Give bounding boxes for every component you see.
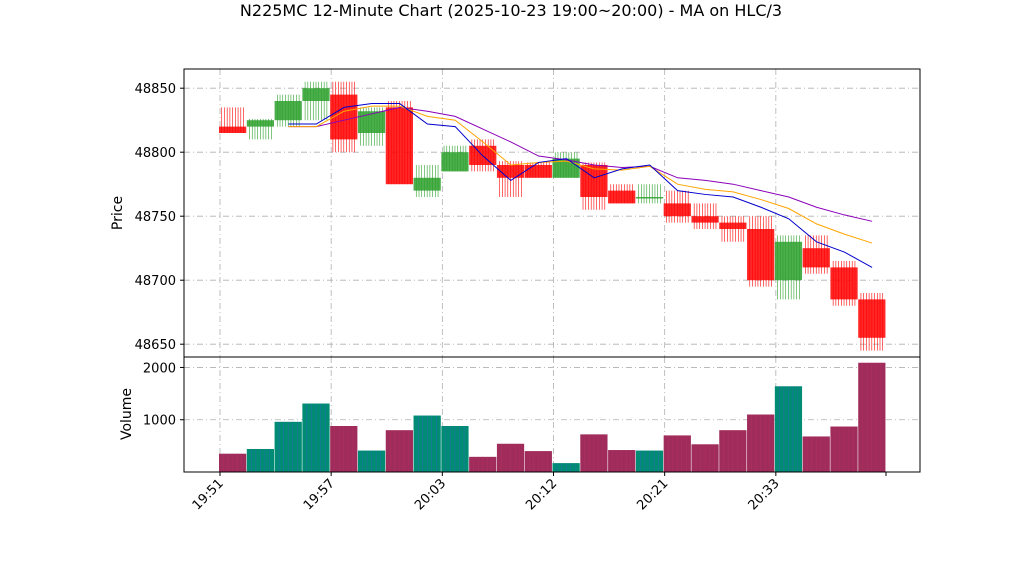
price-tick-label: 48800: [135, 146, 176, 161]
candle-body: [719, 222, 747, 229]
chart-title: N225MC 12-Minute Chart (2025-10-23 19:00…: [240, 1, 782, 20]
candle-body: [858, 299, 886, 338]
price-tick-label: 48650: [135, 338, 176, 353]
candle-body: [774, 241, 803, 281]
price-tick-label: 48850: [135, 82, 176, 97]
volume-panel-frame: [183, 356, 921, 473]
price-axis-label: Price: [110, 196, 126, 230]
candle-body: [441, 152, 469, 172]
ma-slow-line: [288, 106, 873, 222]
price-y-ticks: 48650 48700 48750 48800 48850: [135, 82, 184, 353]
candle-body: [747, 229, 775, 281]
volume-y-ticks: 1000 2000: [143, 361, 184, 429]
candle-body: [663, 203, 691, 217]
candles: [219, 81, 886, 351]
candle-body: [219, 126, 247, 133]
candle-body: [524, 165, 552, 178]
price-tick-label: 48700: [135, 274, 176, 289]
volume-axis-label: Volume: [119, 388, 135, 440]
price-tick-label: 48750: [135, 210, 176, 225]
candle-body: [580, 165, 608, 197]
x-tick-label: 19:51: [190, 476, 227, 513]
candle-body: [302, 88, 330, 101]
candle-body: [385, 107, 413, 185]
x-tick-label: 19:57: [301, 476, 338, 513]
candle-body: [413, 177, 441, 191]
candle-body: [274, 101, 302, 121]
candle-body: [330, 94, 358, 140]
candle-body: [357, 111, 386, 133]
candle-body: [608, 190, 636, 204]
candle-body: [246, 120, 275, 127]
volume-bars: [219, 362, 886, 472]
volume-tick-label: 2000: [143, 361, 176, 376]
ma-fast-line: [288, 103, 873, 268]
candle-body: [830, 267, 858, 300]
x-ticks: 19:51 19:57 20:03 20:12 20:21 20:33: [190, 472, 887, 513]
x-tick-label: 20:33: [746, 476, 783, 513]
candle-body: [635, 197, 664, 199]
ma-mid-line: [288, 105, 873, 244]
x-tick-label: 20:21: [634, 476, 671, 513]
candle-body: [802, 248, 830, 268]
candle-body: [691, 216, 719, 223]
x-tick-label: 20:12: [523, 476, 560, 513]
moving-average-lines: [288, 103, 873, 268]
x-tick-label: 20:03: [412, 476, 449, 513]
volume-tick-label: 1000: [143, 414, 176, 429]
